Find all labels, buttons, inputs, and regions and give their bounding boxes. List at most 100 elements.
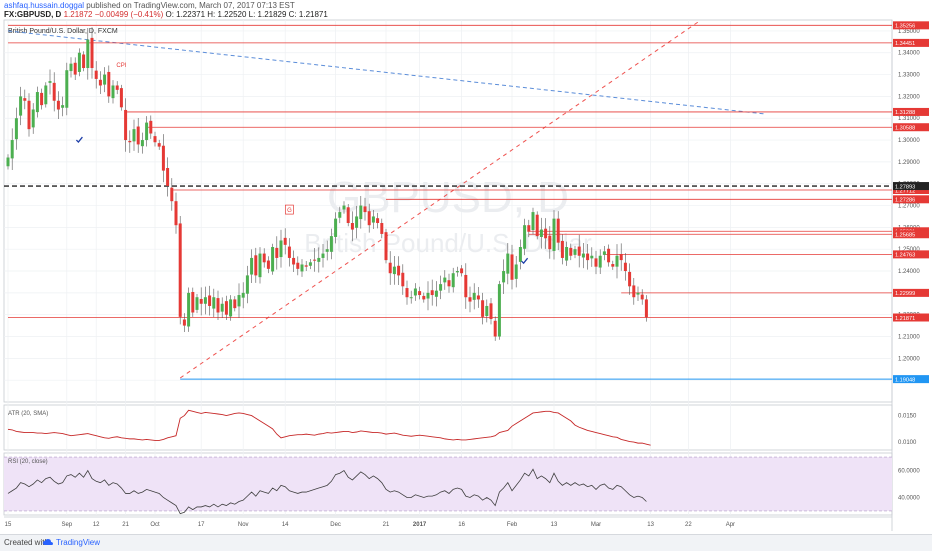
- candle-body: [199, 298, 203, 304]
- candle-body: [86, 39, 90, 69]
- candle-body: [161, 145, 165, 171]
- candle-body: [472, 292, 476, 300]
- candle-body: [350, 223, 354, 230]
- price-tick-label: 1.25000: [898, 247, 920, 253]
- candle-body: [98, 79, 102, 86]
- footer-bar: Created with TradingView: [0, 534, 932, 551]
- candle-body: [615, 255, 619, 267]
- candle-body: [569, 247, 573, 256]
- candle-body: [212, 297, 216, 309]
- trend-line: [7, 30, 765, 115]
- published-text: published on TradingView.com, March 07, …: [86, 1, 295, 10]
- candle-body: [439, 284, 443, 291]
- candle-body: [573, 249, 577, 255]
- level-label-box: [893, 230, 929, 239]
- candle-body: [493, 320, 497, 337]
- candle-body: [607, 248, 611, 263]
- candle-body: [489, 303, 493, 320]
- author-link[interactable]: ashfaq.hussain.doggal: [4, 1, 85, 10]
- candle-body: [321, 253, 325, 258]
- level-label: 1.35256: [895, 24, 915, 30]
- candle-body: [468, 297, 472, 302]
- candle-body: [531, 212, 535, 230]
- level-label-box: [893, 38, 929, 47]
- support-label: 1.19048: [895, 377, 915, 383]
- time-tick-label: 15: [5, 522, 12, 528]
- candle-body: [523, 225, 527, 249]
- watermark-symbol: GBPUSD, D: [327, 173, 569, 222]
- candle-body: [56, 100, 60, 110]
- atr-title: ATR (20, SMA): [8, 411, 48, 417]
- candle-body: [392, 266, 396, 275]
- candle-body: [237, 295, 241, 307]
- candle-body: [401, 272, 405, 287]
- candle-body: [455, 271, 459, 273]
- level-label-box: [893, 21, 929, 30]
- candle-body: [485, 305, 489, 316]
- time-tick-label: 13: [551, 522, 558, 528]
- atr-tick-label: 0.0100: [898, 440, 917, 446]
- candle-body: [338, 212, 342, 218]
- level-label-box: [893, 313, 929, 322]
- candle-body: [636, 292, 640, 295]
- time-tick-label: 14: [282, 522, 289, 528]
- candle-body: [560, 240, 564, 258]
- created-with-text: Created with: [4, 538, 49, 547]
- candle-body: [136, 126, 140, 145]
- price-tick-label: 1.34000: [898, 51, 920, 57]
- candle-body: [40, 92, 44, 106]
- candle-body: [502, 271, 506, 283]
- rsi-tick-label: 40.0000: [898, 495, 920, 501]
- candle-body: [82, 54, 86, 69]
- level-label-box: [893, 123, 929, 132]
- candle-body: [10, 140, 14, 159]
- candle-body: [602, 251, 606, 255]
- candle-body: [208, 295, 212, 306]
- time-tick-label: 16: [458, 522, 465, 528]
- candle-body: [119, 88, 123, 108]
- candle-body: [464, 274, 468, 298]
- time-tick-label: Oct: [150, 522, 160, 528]
- level-label: 1.27286: [895, 198, 915, 204]
- price-tick-label: 1.31000: [898, 116, 920, 122]
- candle-body: [510, 254, 514, 280]
- main-pane: [3, 19, 893, 403]
- candle-body: [140, 140, 144, 147]
- candle-body: [346, 207, 350, 224]
- candle-body: [27, 100, 31, 130]
- last-price: 1.21872: [63, 10, 93, 19]
- level-label: 1.27712: [895, 188, 915, 194]
- candle-body: [397, 265, 401, 276]
- level-label-box: [893, 107, 929, 116]
- symbol-name[interactable]: FX:GBPUSD, D: [4, 10, 62, 19]
- candle-body: [279, 240, 283, 258]
- candle-body: [363, 206, 367, 213]
- candle-body: [640, 294, 644, 300]
- ohlc-values: O: 1.22371 H: 1.22520 L: 1.21829 C: 1.21…: [165, 10, 328, 19]
- time-tick-label: Mar: [591, 522, 601, 528]
- level-label: 1.25685: [895, 233, 915, 239]
- candle-body: [527, 225, 531, 232]
- candle-body: [132, 129, 136, 142]
- dashed-level-label: 1.27893: [895, 184, 915, 190]
- candle-body: [220, 303, 224, 312]
- candle-body: [77, 52, 81, 72]
- price-chart[interactable]: 15 Sep 12 21 Oct 17 Nov 14 Dec 21 2017 16 Feb 13 Mar 13…: [0, 0, 932, 534]
- rsi-band: [4, 457, 892, 511]
- price-tick-label: 1.33000: [898, 73, 920, 79]
- candle-body: [124, 109, 128, 141]
- candle-body: [52, 82, 56, 101]
- candle-body: [552, 218, 556, 251]
- atr-pane: [3, 404, 893, 451]
- time-tick-label: Feb: [507, 522, 518, 528]
- candle-body: [44, 85, 48, 105]
- candle-body: [581, 253, 585, 258]
- symbol-info: FX:GBPUSD, D 1.21872 −0.00499 (−0.41%) O…: [4, 10, 328, 19]
- candle-body: [565, 247, 569, 261]
- time-tick-label: 12: [93, 522, 100, 528]
- candle-body: [598, 255, 602, 268]
- candle-body: [271, 247, 275, 272]
- tradingview-brand-link[interactable]: TradingView: [56, 538, 101, 547]
- time-tick-label: 21: [122, 522, 129, 528]
- candle-body: [111, 85, 115, 99]
